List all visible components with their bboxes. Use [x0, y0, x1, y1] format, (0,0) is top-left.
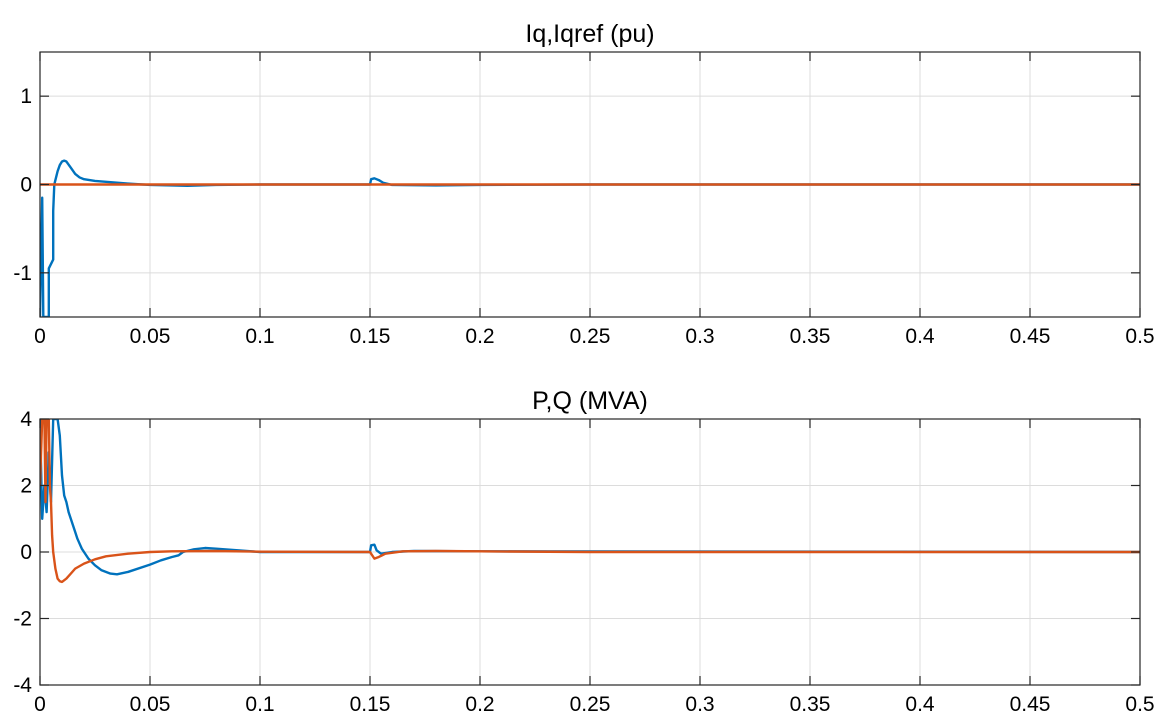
chart-p-q: 0 0.05 0.1 0.15 0.2 0.25 0.3 0.35 0.4 0.45 0.5 -4 -2…	[13, 387, 1154, 716]
chart-title: P,Q (MVA)	[532, 387, 648, 415]
x-tick-label: 0.05	[130, 693, 171, 716]
y-tick-label: -2	[13, 608, 32, 631]
x-tick-label: 0.5	[1125, 693, 1154, 716]
series-line-1	[40, 419, 1140, 576]
x-tick-label: 0.35	[790, 325, 831, 348]
x-tick-label: 0.4	[905, 325, 935, 348]
y-tick-label: 0	[20, 174, 32, 197]
x-tick-label: 0.45	[1010, 693, 1051, 716]
x-tick-label: 0	[34, 325, 46, 348]
x-tick-label: 0.2	[465, 325, 494, 348]
y-tick-label: -1	[13, 262, 32, 285]
y-tick-label: 4	[20, 408, 32, 431]
series-line-1	[40, 159, 1140, 317]
x-tick-label: 0.45	[1010, 325, 1051, 348]
chart-iq-iqref: 0 0.05 0.1 0.15 0.2 0.25 0.3 0.35 0.4 0.45 0.5 -1 0 1…	[13, 20, 1154, 348]
y-tick-label: -4	[13, 674, 32, 697]
x-tick-label: 0.15	[350, 693, 391, 716]
x-tick-label: 0.1	[245, 693, 274, 716]
x-tick-label: 0.1	[245, 325, 274, 348]
y-tick-label: 1	[20, 85, 32, 108]
x-tick-label: 0	[34, 693, 46, 716]
x-tick-label: 0.3	[685, 325, 714, 348]
x-tick-label: 0.15	[350, 325, 391, 348]
x-tick-label: 0.5	[1125, 325, 1154, 348]
series-line-2	[40, 419, 1140, 584]
y-tick-label: 2	[20, 475, 32, 498]
x-tick-label: 0.25	[570, 325, 611, 348]
y-tick-label: 0	[20, 541, 32, 564]
x-tick-label: 0.35	[790, 693, 831, 716]
x-tick-label: 0.4	[905, 693, 935, 716]
x-tick-label: 0.05	[130, 325, 171, 348]
x-tick-label: 0.3	[685, 693, 714, 716]
chart-title: Iq,Iqref (pu)	[525, 20, 654, 48]
x-tick-label: 0.25	[570, 693, 611, 716]
x-tick-label: 0.2	[465, 693, 494, 716]
